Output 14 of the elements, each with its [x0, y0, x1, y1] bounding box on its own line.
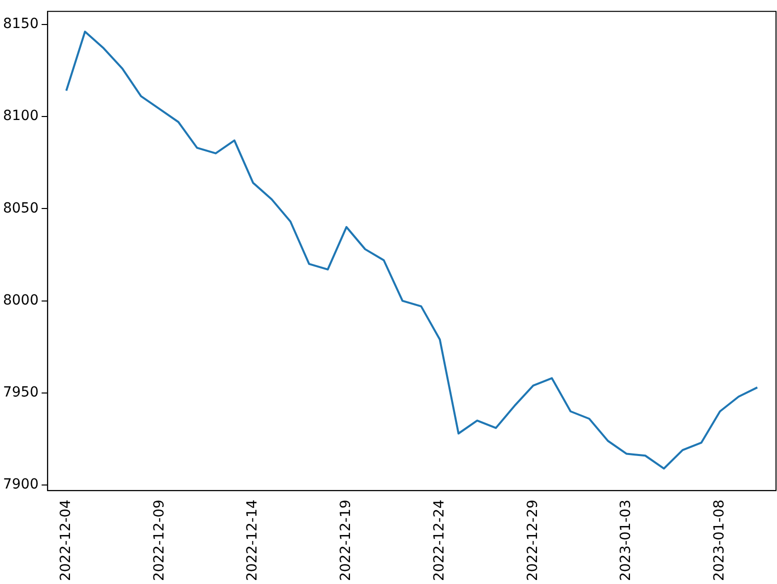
x-tick-label: 2022-12-24	[431, 500, 448, 582]
x-tick-label: 2022-12-09	[151, 500, 168, 582]
y-tick-label: 7950	[2, 384, 39, 401]
x-tick-label: 2023-01-03	[618, 500, 634, 582]
y-tick-label: 8050	[2, 200, 39, 216]
x-tick-label: 2022-12-04	[58, 500, 74, 582]
x-tick-label: 2023-01-08	[712, 500, 728, 582]
y-tick-label: 8150	[2, 16, 39, 32]
x-tick-label: 2022-12-14	[244, 500, 261, 582]
y-tick-label: 7900	[2, 476, 39, 493]
x-tick-label: 2022-12-19	[338, 500, 354, 582]
x-tick-label: 2022-12-29	[524, 500, 541, 582]
y-tick-label: 8100	[2, 108, 39, 124]
y-tick-label: 8000	[2, 292, 39, 308]
